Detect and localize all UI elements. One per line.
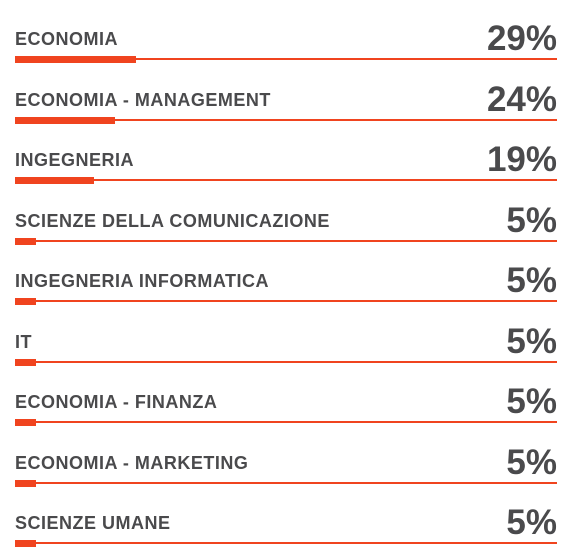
value-label: 19%	[486, 140, 557, 179]
value-label: 24%	[486, 79, 557, 119]
bar-row: ECONOMIA - MANAGEMENT 24%	[15, 61, 557, 124]
bar-track	[15, 300, 557, 302]
value-label: 5%	[506, 382, 557, 421]
category-label: ECONOMIA - MARKETING	[15, 452, 249, 473]
category-label: SCIENZE UMANE	[15, 513, 171, 533]
bar	[15, 116, 115, 124]
bar-track	[15, 58, 557, 60]
bar-row: ECONOMIA 29%	[15, 0, 557, 63]
bar-track	[15, 421, 557, 423]
bar	[15, 419, 36, 426]
bar-row: INGEGNERIA 19%	[15, 121, 557, 184]
bar	[15, 56, 136, 63]
bar-row: ECONOMIA - FINANZA 5%	[15, 363, 557, 426]
bar-track	[15, 360, 557, 363]
bar-track	[15, 118, 557, 121]
bar	[15, 177, 94, 184]
bar-track	[15, 542, 557, 544]
value-label: 5%	[506, 200, 557, 240]
category-label: ECONOMIA - FINANZA	[15, 392, 218, 412]
value-label: 5%	[506, 321, 557, 361]
bar	[15, 358, 36, 366]
category-label: ECONOMIA - MANAGEMENT	[15, 89, 271, 110]
bar-row: SCIENZE DELLA COMUNICAZIONE 5%	[15, 182, 557, 245]
bar	[15, 479, 36, 487]
value-label: 5%	[506, 261, 557, 300]
category-label: INGEGNERIA	[15, 150, 135, 170]
value-label: 29%	[486, 19, 557, 58]
bar-track	[15, 179, 557, 181]
value-label: 5%	[506, 503, 557, 542]
category-label: SCIENZE DELLA COMUNICAZIONE	[15, 210, 330, 231]
bar-row: IT 5%	[15, 303, 557, 366]
bar	[15, 298, 36, 305]
bar-track	[15, 239, 557, 242]
category-label: ECONOMIA	[15, 29, 118, 49]
bar	[15, 540, 36, 547]
bar-track	[15, 481, 557, 484]
bar-row: SCIENZE UMANE 5%	[15, 484, 557, 547]
category-label: INGEGNERIA INFORMATICA	[15, 271, 269, 291]
value-label: 5%	[506, 442, 557, 482]
bar	[15, 237, 36, 245]
bar-row: INGEGNERIA INFORMATICA 5%	[15, 242, 557, 305]
category-label: IT	[15, 331, 32, 352]
bar-row: ECONOMIA - MARKETING 5%	[15, 424, 557, 487]
